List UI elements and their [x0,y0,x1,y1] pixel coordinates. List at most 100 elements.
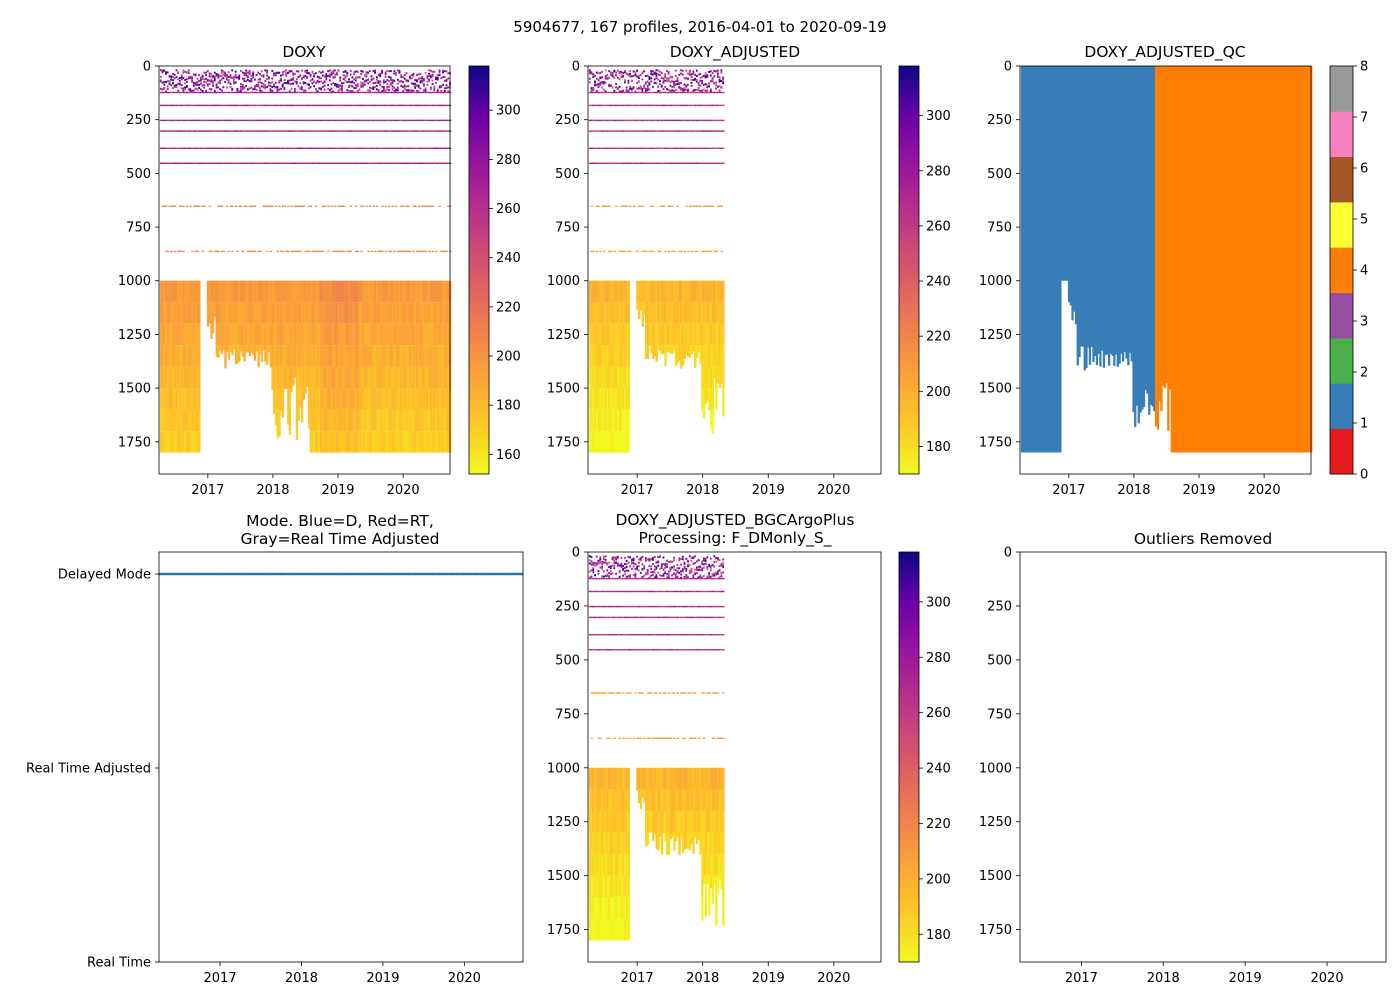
surface-sample [212,80,214,83]
depth-level-sample [709,250,713,253]
depth-level-sample [346,147,349,149]
depth-level-sample [369,130,372,132]
depth-level-sample [646,162,650,164]
surface-sample [163,81,166,83]
surface-sample [184,70,187,73]
depth-level-sample [215,119,218,122]
depth-level-sample [313,147,316,149]
depth-level-sample [602,147,606,149]
depth-level-sample [662,130,665,132]
depth-level-sample [669,119,672,122]
depth-level-sample [222,250,225,253]
depth-level-sample [407,147,410,149]
deep-sample [259,323,262,346]
surface-sample [638,74,640,77]
depth-level-sample [381,119,384,122]
surface-sample [330,83,333,86]
deep-sample [194,280,197,303]
surface-sample [667,77,670,80]
deep-sample [627,323,630,346]
deep-sample [389,431,393,453]
deep-sample [416,388,419,410]
surface-sample [367,78,369,81]
depth-level-sample [718,119,722,122]
surface-sample [219,74,221,77]
deep-sample [165,409,168,432]
surface-sample [226,76,228,79]
surface-sample [227,71,230,74]
depth-level-sample [271,130,274,132]
deep-sample [316,302,319,324]
depth-level-sample [717,91,720,94]
surface-sample [673,86,675,89]
deep-sample [690,302,693,324]
deep-sample [624,345,627,367]
depth-level-sample [379,91,382,94]
deep-sample [407,388,410,410]
deep-sample [400,302,403,324]
depth-level-sample [287,104,290,107]
colorbar-segment [469,242,489,251]
depth-level-sample [375,147,379,149]
surface-sample [353,87,356,90]
depth-level-sample [685,147,688,149]
surface-sample [597,83,600,86]
depth-level-sample [660,130,664,132]
depth-level-sample [435,104,438,107]
deep-sample [402,280,405,303]
surface-sample [421,81,423,84]
depth-level-sample [606,205,609,207]
deep-sample [295,431,299,441]
deep-sample [655,323,658,346]
deep-sample [669,302,672,324]
qc-colorbar-swatch [1330,383,1353,429]
deep-sample [416,280,419,303]
depth-level-sample [674,130,678,132]
deep-sample [193,345,196,367]
deep-sample [652,345,655,360]
depth-level-sample [678,147,681,149]
surface-sample [414,82,417,85]
deep-sample [295,388,299,410]
depth-level-sample [219,119,222,122]
surface-sample [241,84,244,87]
depth-level-sample [297,147,300,149]
deep-sample [365,323,368,346]
qc-profile [1034,66,1038,453]
depth-level-sample [680,119,683,122]
surface-sample [325,73,328,76]
depth-level-sample [365,130,368,132]
depth-level-sample [695,104,699,107]
deep-sample [170,323,173,346]
deep-sample [718,323,722,346]
depth-level-sample [662,104,665,107]
surface-sample [264,84,267,87]
deep-sample [641,280,644,303]
depth-level-sample [388,205,391,207]
deep-sample [217,323,220,346]
deep-sample [594,388,597,410]
surface-sample [447,77,450,80]
deep-sample [711,431,715,434]
depth-level-sample [687,130,690,132]
deep-sample [588,388,592,410]
deep-sample [280,302,283,324]
surface-sample [384,89,387,92]
deep-sample [379,302,382,324]
depth-level-sample [711,147,715,149]
surface-sample [267,77,270,80]
surface-sample [193,81,195,84]
surface-sample [676,80,679,83]
depth-level-sample [226,119,229,122]
deep-sample [187,409,191,432]
depth-level-sample [388,91,391,94]
depth-level-sample [252,130,255,132]
surface-sample [720,86,723,89]
depth-level-sample [664,162,667,164]
depth-level-sample [646,147,650,149]
depth-level-sample [720,104,723,107]
surface-sample [250,80,253,83]
deep-sample [318,431,321,453]
colorbar-segment [469,344,489,353]
depth-level-sample [395,104,398,107]
